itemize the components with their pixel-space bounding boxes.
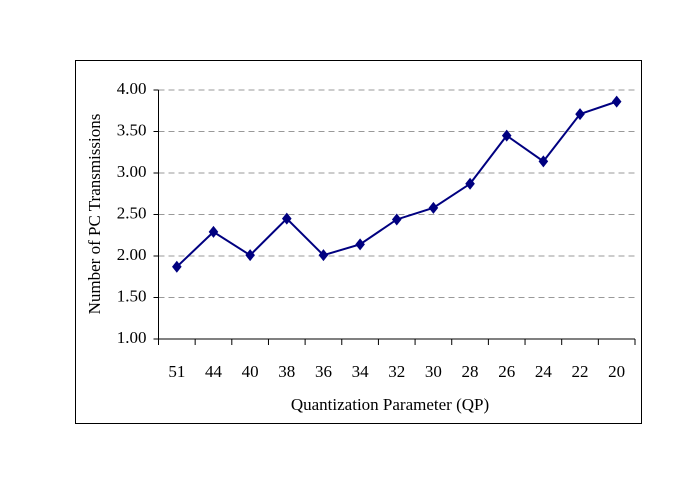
data-point [318,249,329,262]
data-point [245,249,255,262]
data-point [355,238,365,251]
data-point [391,213,402,226]
y-tick-label: 3.00 [117,162,147,181]
x-tick-label: 51 [168,362,185,381]
x-tick-label: 24 [535,362,553,381]
y-tick-label: 4.00 [117,79,147,98]
x-tick-label: 20 [608,362,625,381]
x-tick-label: 38 [278,362,295,381]
x-axis-label: Quantization Parameter (QP) [291,395,489,414]
data-point [172,260,182,273]
y-tick-label: 3.50 [117,120,147,139]
data-point [281,212,292,225]
data-point [538,155,549,168]
x-tick-label: 30 [425,362,442,381]
y-tick-label: 2.50 [117,203,147,222]
x-tick-label: 44 [205,362,223,381]
x-tick-label: 34 [352,362,370,381]
y-tick-label: 1.00 [117,328,147,347]
data-point [575,108,585,121]
data-point [208,225,219,238]
x-tick-label: 22 [572,362,589,381]
y-tick-label: 2.00 [117,245,147,264]
x-tick-label: 36 [315,362,332,381]
x-tick-label: 32 [388,362,405,381]
x-tick-label: 40 [242,362,259,381]
x-tick-label: 26 [498,362,515,381]
data-point [611,95,622,108]
series-line [176,100,617,268]
x-tick-label: 28 [462,362,479,381]
data-point [501,129,512,142]
y-tick-label: 1.50 [117,286,147,305]
y-axis-label: Number of PC Transmissions [85,114,104,315]
data-point [428,201,439,214]
data-point [465,177,475,190]
chart-border [75,60,642,424]
